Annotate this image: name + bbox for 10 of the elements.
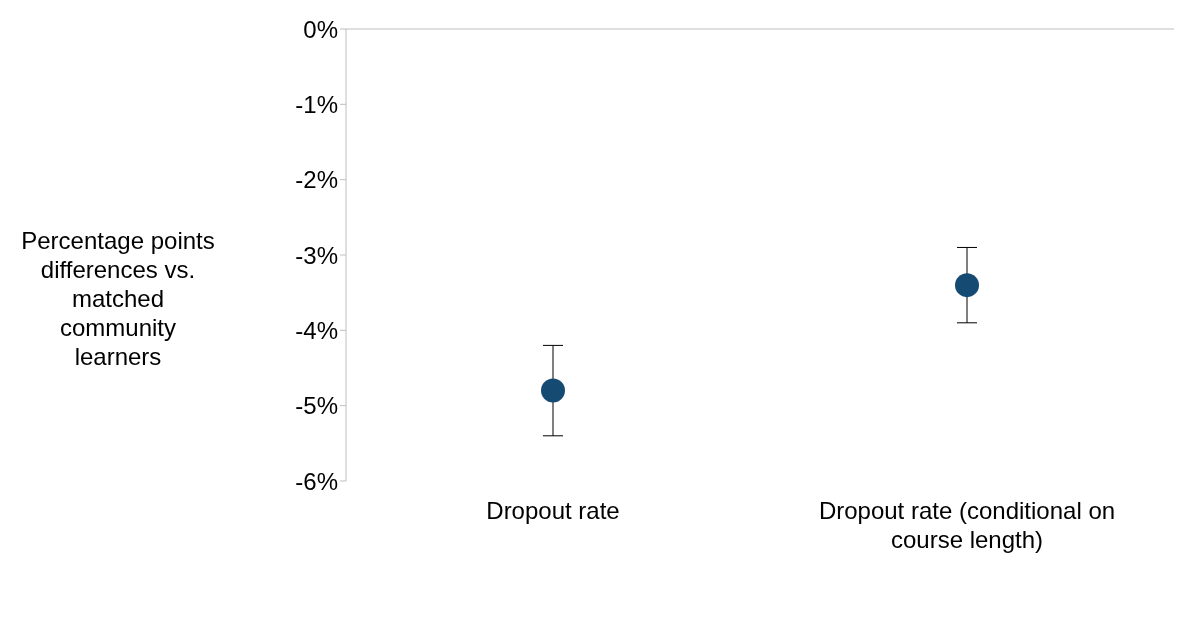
x-tick-label: Dropout rate (conditional on course length) <box>818 497 1116 553</box>
y-tick-label: -2% <box>295 166 338 194</box>
y-tick-label: -4% <box>295 316 338 344</box>
y-tick-label: -5% <box>295 392 338 420</box>
x-tick-label: Dropout rate <box>486 497 620 524</box>
y-axis-title: Percentage points differences vs. matched community learners <box>20 226 216 371</box>
y-tick-label: 0% <box>303 15 338 43</box>
y-tick-label: -1% <box>295 90 338 118</box>
y-tick-label: -6% <box>295 467 338 495</box>
y-tick-label: -3% <box>295 241 338 269</box>
